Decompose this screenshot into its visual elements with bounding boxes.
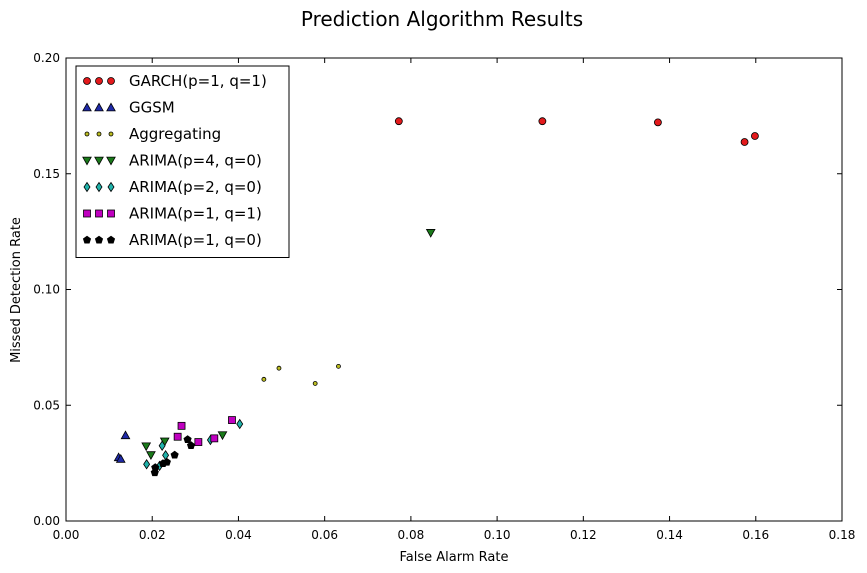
legend-marker	[83, 77, 91, 85]
legend-marker	[82, 235, 92, 244]
data-point	[173, 432, 182, 441]
series-1	[113, 430, 131, 463]
x-tick-label: 0.02	[139, 528, 166, 542]
data-point	[194, 438, 203, 446]
x-tick-label: 0.12	[570, 528, 597, 542]
legend-marker	[82, 102, 92, 112]
x-tick-label: 0.04	[225, 528, 252, 542]
legend-marker	[94, 235, 104, 244]
legend-label: GARCH(p=1, q=1)	[129, 72, 267, 90]
data-point	[217, 431, 228, 441]
legend-marker	[84, 131, 90, 137]
series-0	[394, 117, 759, 146]
data-point	[162, 450, 170, 461]
legend-marker	[107, 77, 115, 85]
legend-label: ARIMA(p=1, q=1)	[129, 205, 262, 223]
chart-title: Prediction Algorithm Results	[301, 7, 583, 31]
legend-marker	[96, 131, 102, 137]
legend-marker	[106, 235, 116, 244]
x-axis-label: False Alarm Rate	[400, 550, 509, 565]
data-point	[151, 463, 160, 472]
legend-marker	[107, 209, 115, 218]
x-tick-label: 0.18	[829, 528, 856, 542]
x-tick-label: 0.00	[53, 528, 80, 542]
data-point	[312, 381, 318, 386]
y-tick-label: 0.05	[33, 398, 60, 412]
legend-label: Aggregating	[129, 125, 221, 143]
legend-marker	[94, 102, 104, 112]
data-point	[120, 430, 131, 440]
data-point	[276, 365, 282, 371]
legend-marker	[83, 181, 91, 193]
data-point	[740, 138, 749, 146]
data-point	[236, 418, 244, 430]
x-tick-label: 0.06	[311, 528, 338, 542]
data-point	[141, 442, 152, 452]
y-tick-label: 0.00	[33, 514, 60, 528]
legend-label: ARIMA(p=2, q=0)	[129, 178, 262, 196]
series-6	[150, 435, 196, 477]
x-tick-label: 0.10	[484, 528, 511, 542]
legend-label: ARIMA(p=1, q=0)	[129, 231, 262, 249]
legend-label: GGSM	[129, 99, 175, 117]
data-point	[183, 435, 192, 443]
data-point	[394, 117, 403, 126]
data-point	[162, 457, 171, 466]
series-5	[173, 416, 236, 446]
data-point	[170, 450, 179, 459]
data-point	[210, 434, 219, 443]
legend-marker	[108, 131, 114, 137]
series-3	[141, 229, 436, 461]
legend-marker	[106, 156, 116, 166]
legend-marker	[95, 209, 103, 218]
x-tick-label: 0.14	[656, 528, 683, 542]
legend: GARCH(p=1, q=1) GGSM Aggregating ARIMA(p=4,…	[75, 65, 290, 258]
data-point	[228, 416, 236, 424]
legend-marker	[95, 181, 103, 193]
data-point	[143, 459, 151, 470]
data-point	[158, 440, 166, 451]
data-point	[538, 117, 547, 126]
data-point	[654, 118, 662, 127]
legend-marker	[106, 102, 116, 112]
legend-marker	[107, 181, 115, 193]
data-point	[177, 421, 186, 430]
series-2	[261, 363, 341, 386]
data-point	[186, 441, 196, 450]
plot-area	[65, 57, 843, 522]
legend-marker	[95, 77, 103, 85]
y-tick-label: 0.15	[33, 167, 60, 181]
y-tick-label: 0.10	[33, 283, 60, 297]
y-axis-label: Missed Detection Rate	[9, 217, 24, 363]
legend-marker	[94, 156, 104, 166]
x-tick-label: 0.08	[398, 528, 425, 542]
data-point	[115, 453, 126, 463]
data-point	[261, 376, 267, 382]
legend-marker	[82, 156, 92, 166]
data-point	[146, 451, 156, 461]
data-point	[336, 363, 341, 369]
x-tick-label: 0.16	[742, 528, 769, 542]
legend-marker	[83, 209, 91, 218]
data-point	[751, 132, 759, 140]
data-point	[425, 229, 436, 238]
legend-label: ARIMA(p=4, q=0)	[129, 152, 262, 170]
y-tick-label: 0.20	[33, 51, 60, 65]
